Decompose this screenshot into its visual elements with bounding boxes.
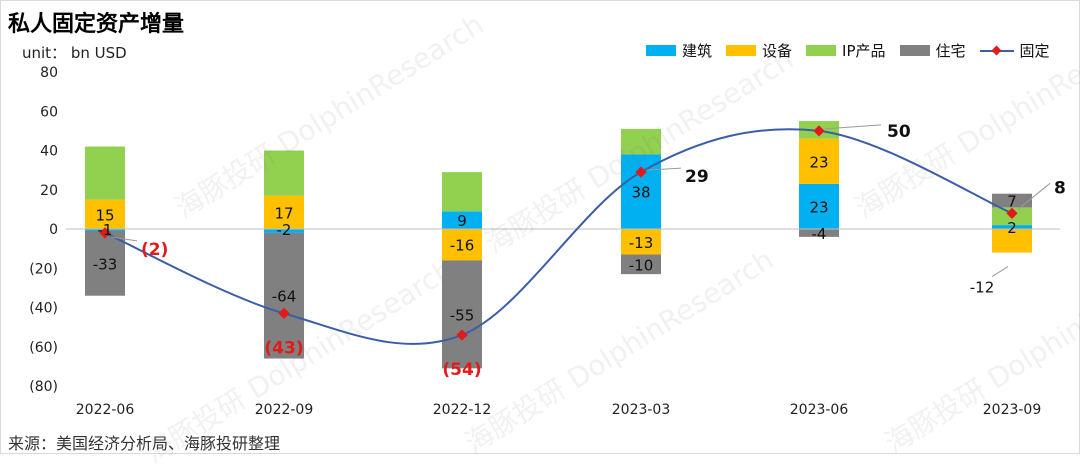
total-leader-line (824, 124, 882, 130)
chart-svg: 80 60 40 20 0 (20) (40) (60) (80) -115 -33 -217 -64… (29, 65, 1066, 418)
total-leader-line (646, 167, 682, 171)
segment-value-label: -1 (98, 221, 113, 239)
segment-value-label: -10 (629, 256, 654, 274)
segment-value-label: 15 (95, 206, 114, 224)
total-value-label: (54) (442, 360, 481, 380)
y-axis: 80 60 40 20 0 (20) (40) (60) (80) (29, 65, 58, 395)
legend-label-equipment: 设备 (762, 42, 793, 60)
segment-value-label: 23 (809, 198, 828, 216)
legend-label-construction: 建筑 (682, 42, 713, 60)
total-leader-line (110, 236, 138, 242)
fixed-total-line (99, 125, 1018, 345)
total-leader-line (1017, 182, 1051, 210)
legend-item-construction: 建筑 (646, 40, 712, 61)
data-labels: -115 -33 -217 -64 9 -16 -55 38 -13 -10 23 23 -4 2 -12 7… (93, 122, 1066, 380)
bar-series (85, 121, 1032, 369)
segment-value-label: 17 (274, 204, 293, 222)
total-point-marker (635, 166, 647, 178)
segment-value-label: -4 (812, 225, 827, 243)
y-tick-label: (40) (29, 301, 58, 317)
x-tick-label: 2023-09 (983, 402, 1042, 418)
unit-label: unit： bn USD (22, 44, 127, 62)
segment-value-label: -13 (629, 234, 654, 252)
bar-segment (799, 183, 839, 229)
bar-segment (442, 172, 482, 212)
bar-segment (442, 211, 482, 229)
segment-value-label: 7 (1007, 193, 1017, 211)
legend-swatch-equipment (726, 45, 757, 56)
legend-item-ip-products: IP产品 (806, 40, 886, 61)
legend-label-residential: 住宅 (935, 42, 966, 60)
leader-line (991, 266, 1009, 277)
bar-segment (264, 232, 304, 359)
x-tick-label: 2022-06 (76, 402, 135, 418)
x-tick-label: 2023-03 (612, 402, 671, 418)
y-tick-label: 40 (40, 144, 58, 160)
segment-value-label: -64 (272, 288, 297, 306)
y-tick-label: 20 (40, 183, 58, 199)
legend-swatch-construction (646, 45, 676, 56)
x-tick-label: 2022-09 (255, 402, 314, 418)
bar-segment (442, 260, 482, 369)
y-tick-label: (60) (29, 340, 58, 356)
bar-segment (442, 229, 482, 261)
total-value-label: 8 (1054, 178, 1066, 198)
segment-value-label: -2 (277, 221, 292, 239)
legend-item-fixed-total: 固定 (979, 40, 1050, 61)
bar-segment (799, 138, 839, 184)
segment-value-label: 9 (457, 212, 467, 230)
bar-segment (621, 254, 661, 275)
total-value-label: 50 (887, 122, 911, 142)
legend: 建筑 设备 IP产品 住宅 固定 (646, 40, 1064, 61)
bar-segment (799, 229, 839, 237)
segment-value-label: 23 (809, 153, 828, 171)
bar-segment (85, 199, 125, 229)
segment-value-label: -55 (450, 306, 475, 324)
x-tick-label: 2023-06 (790, 402, 849, 418)
total-point-marker (278, 307, 290, 320)
segment-value-label: 38 (631, 184, 650, 202)
total-point-marker (1006, 207, 1018, 219)
bar-segment (621, 229, 661, 255)
y-tick-label: (80) (29, 379, 58, 395)
segment-value-label: -16 (450, 237, 475, 255)
total-value-label: 29 (685, 167, 709, 187)
total-point-marker (456, 329, 468, 341)
y-tick-label: 0 (49, 222, 58, 238)
legend-swatch-residential (899, 45, 930, 56)
total-value-label: (2) (141, 240, 168, 260)
x-tick-label: 2022-12 (433, 402, 492, 418)
bar-segment (992, 229, 1032, 253)
bar-segment (85, 146, 125, 200)
bar-segment (992, 225, 1032, 229)
bar-segment (85, 230, 125, 296)
bar-segment (264, 195, 304, 229)
legend-item-equipment: 设备 (726, 40, 792, 61)
y-tick-label: (20) (29, 261, 58, 277)
bar-segment (264, 150, 304, 196)
bar-segment (992, 193, 1032, 208)
y-tick-label: 60 (40, 104, 58, 120)
segment-value-label: 2 (1007, 219, 1017, 237)
legend-line-marker-icon (979, 44, 1014, 58)
legend-item-residential: 住宅 (899, 40, 966, 61)
x-axis: 2022-06 2022-09 2022-12 2023-03 2023-06 2023-… (76, 402, 1042, 418)
total-line-path (104, 128, 1013, 345)
bar-segment (621, 128, 661, 155)
legend-label-ip-products: IP产品 (842, 42, 886, 60)
segment-value-label: -12 (970, 279, 995, 297)
source-note: 来源：美国经济分析局、海豚投研整理 (8, 434, 281, 453)
bar-segment (264, 229, 304, 233)
legend-label-fixed-total: 固定 (1019, 42, 1050, 60)
segment-value-label: -33 (93, 255, 118, 273)
chart-title: 私人固定资产增量 (8, 12, 185, 37)
total-value-label: (43) (264, 338, 303, 358)
y-tick-label: 80 (40, 65, 58, 81)
legend-swatch-ip-products (806, 45, 837, 56)
